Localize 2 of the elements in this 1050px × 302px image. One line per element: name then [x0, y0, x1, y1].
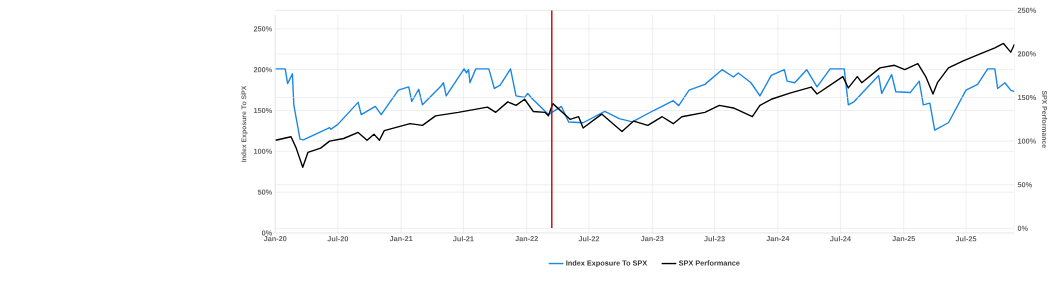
line-series	[275, 68, 1015, 141]
line-series	[275, 42, 1015, 169]
